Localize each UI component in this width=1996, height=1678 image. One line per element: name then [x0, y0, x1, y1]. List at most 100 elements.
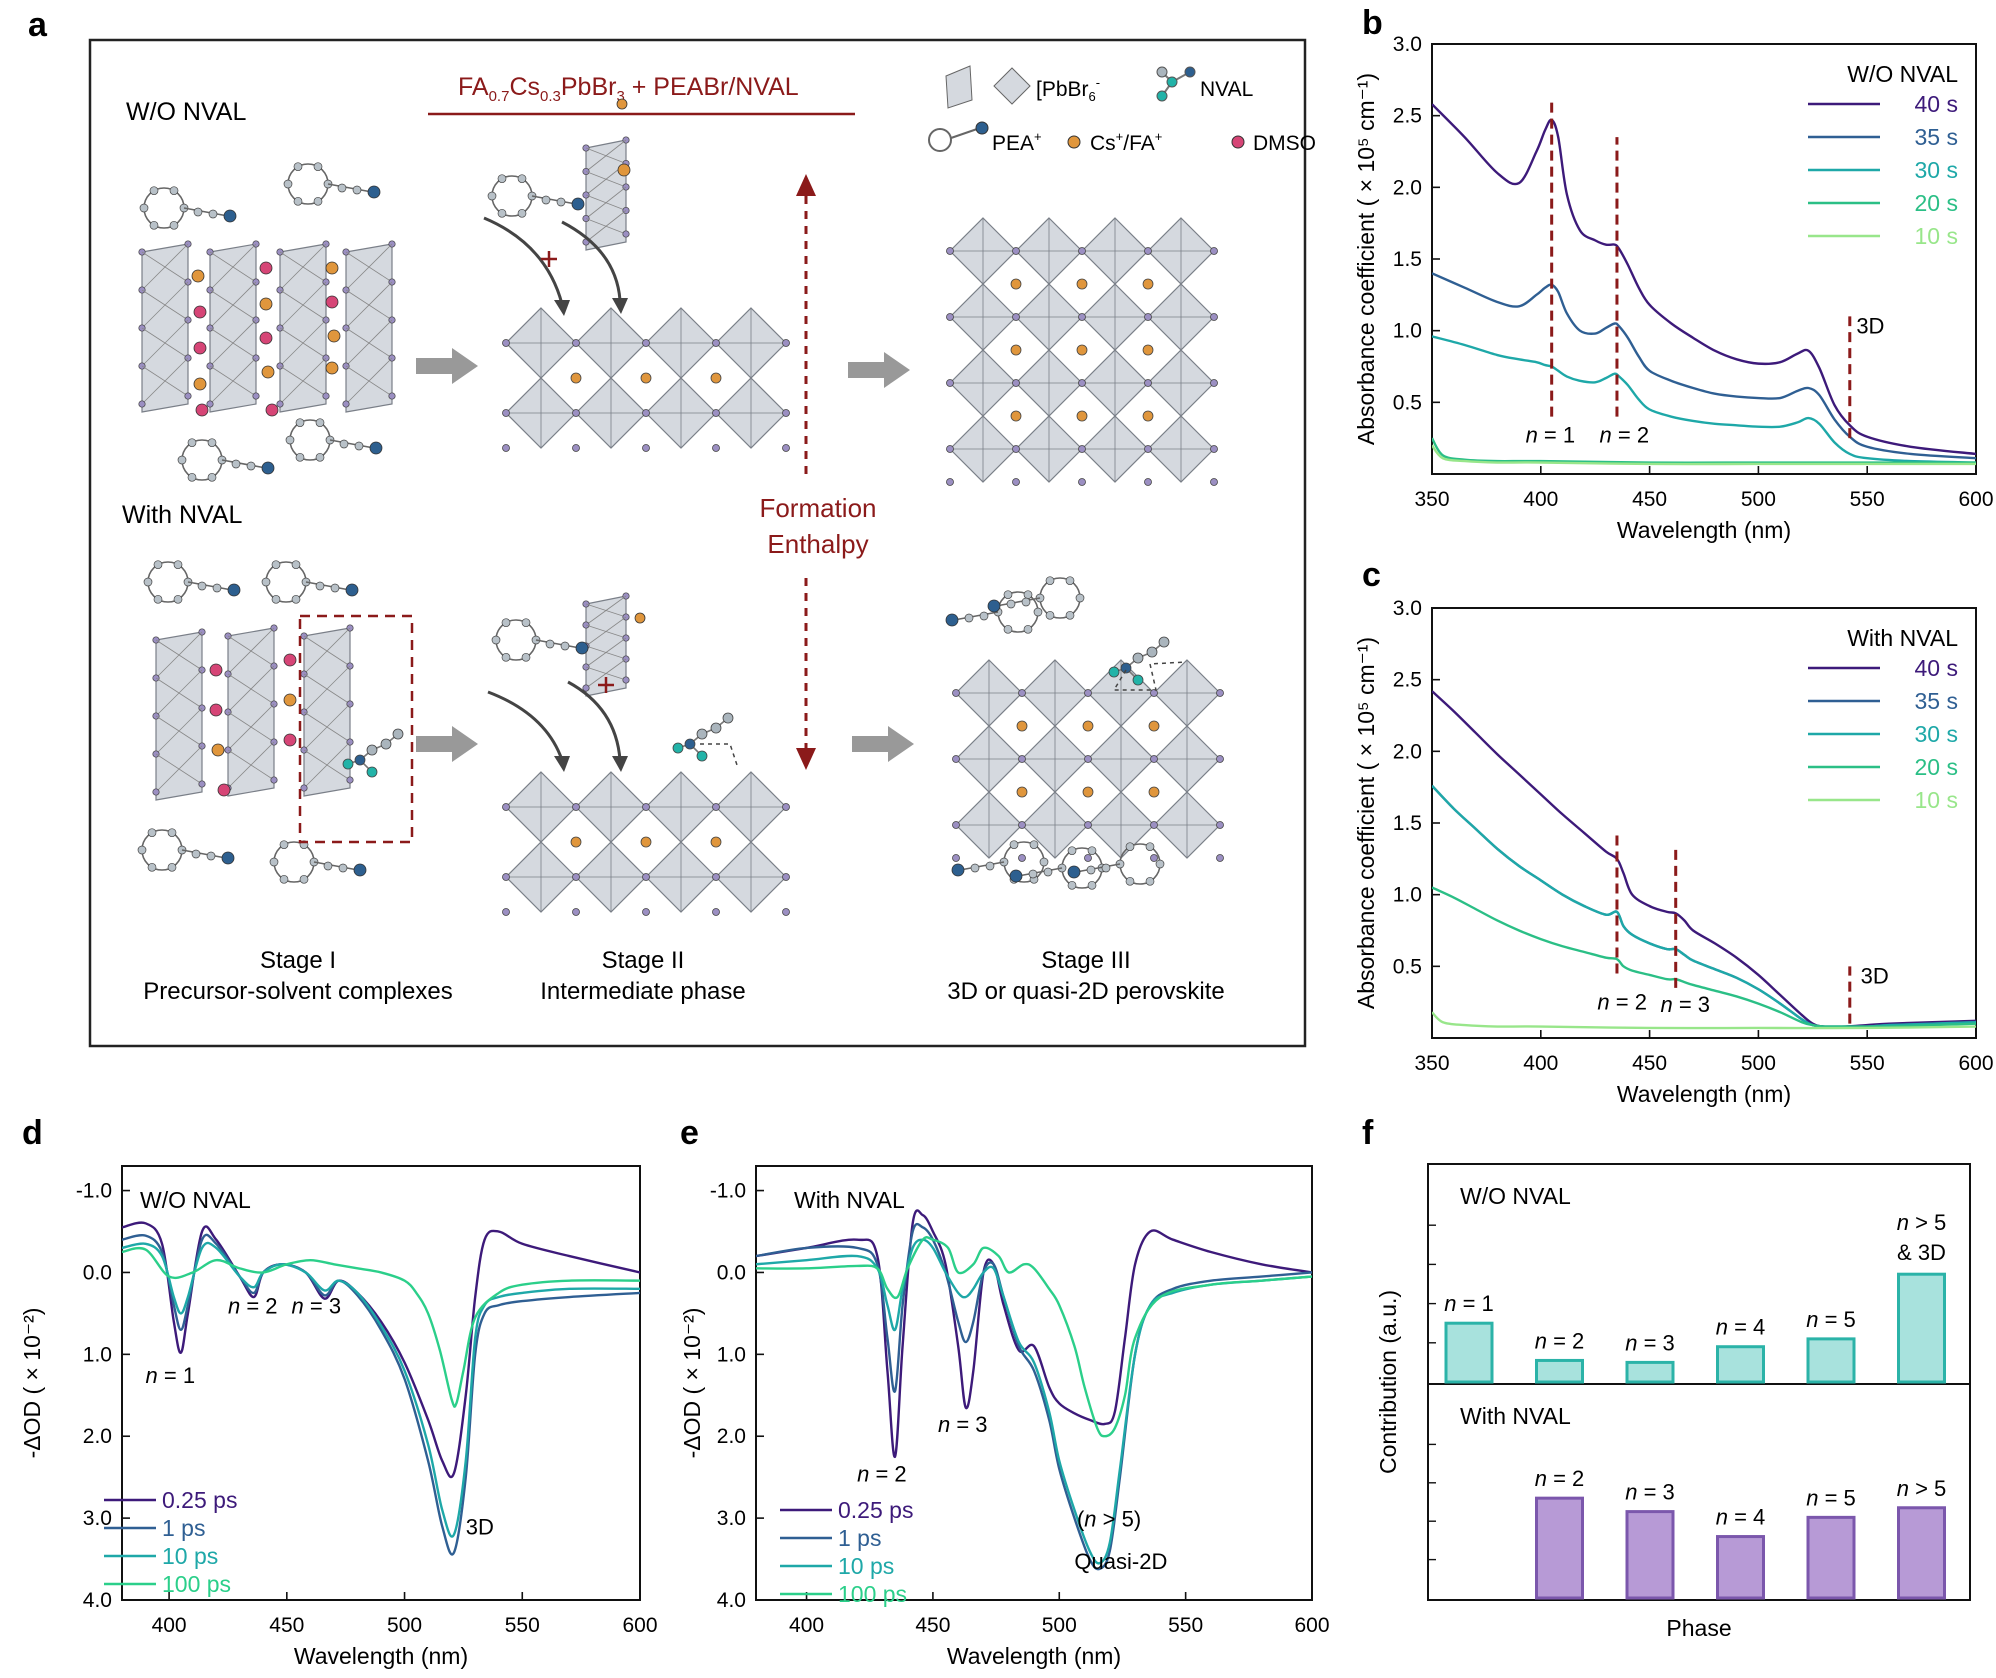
chart-title: With NVAL [794, 1187, 905, 1213]
br-atom [1012, 247, 1020, 255]
nval-highlight-box [298, 614, 414, 844]
br-atom [1216, 689, 1224, 697]
series-line-10ps [756, 1238, 1312, 1565]
with-nval-label: With NVAL [122, 501, 242, 529]
br-atom [1018, 821, 1026, 829]
br-atom [1078, 478, 1086, 486]
br-atom [952, 854, 960, 862]
br-atom [572, 409, 580, 417]
br-atom [782, 803, 790, 811]
legend-entry: 10 s [1915, 787, 1958, 813]
y-tick-label: 1.0 [1393, 884, 1422, 907]
br-atom [712, 803, 720, 811]
legend-entry: 30 s [1915, 721, 1958, 747]
br-atom [1216, 854, 1224, 862]
bar [1535, 1496, 1584, 1600]
x-axis-label: Wavelength (nm) [294, 1643, 468, 1669]
ion [191, 269, 205, 283]
hbond-dash [700, 743, 739, 769]
br-atom [1144, 478, 1152, 486]
bar-label: n > 5 [1897, 1210, 1947, 1235]
ion [193, 377, 207, 391]
br-atom [502, 908, 510, 916]
bar-label: n = 5 [1806, 1485, 1856, 1510]
stage-arrows [416, 348, 914, 762]
subpanel-title: W/O NVAL [1460, 1183, 1571, 1209]
series-line-40s [1432, 690, 1976, 1029]
series-line-100ps [122, 1246, 640, 1408]
x-tick-label: 550 [505, 1614, 540, 1637]
series-line-30s [1432, 335, 1976, 464]
ion [193, 341, 207, 355]
legend-pea: PEA+ [992, 129, 1042, 155]
br-atom [1144, 379, 1152, 387]
y-tick-label: 3.0 [1393, 597, 1422, 620]
cation [1148, 720, 1160, 732]
ion [259, 297, 273, 311]
blocked-markers [541, 251, 614, 693]
bar [1806, 1515, 1856, 1600]
y-tick-label: 3.0 [1393, 33, 1422, 56]
enthalpy-line2: Enthalpy [767, 529, 868, 559]
br-atom [642, 908, 650, 916]
pea-molecule [987, 576, 1085, 620]
legend-title: With NVAL [1847, 625, 1958, 651]
ion [193, 305, 207, 319]
series-line-35s [1432, 272, 1976, 460]
cation [640, 372, 652, 384]
br-atom [1012, 379, 1020, 387]
bar [1444, 1321, 1494, 1384]
schematic-panel: W/O NVAL With NVAL FA0.7Cs0.3PbBr3 + PEA… [88, 38, 1316, 1048]
legend-entry: 35 s [1915, 124, 1958, 150]
pea-molecule [143, 560, 241, 604]
enthalpy-arrowhead-down [796, 748, 816, 770]
ion [634, 612, 646, 624]
y-tick-label: 2.5 [1393, 105, 1422, 128]
br-atom [1150, 821, 1158, 829]
y-tick-label: 3.0 [717, 1507, 746, 1530]
ion [261, 365, 275, 379]
hbond-dash [1112, 661, 1187, 691]
legend-entry: 35 s [1915, 688, 1958, 714]
br-atom [642, 409, 650, 417]
formula: FA0.7Cs0.3PbBr3 + PEABr/NVAL [428, 73, 855, 116]
annotation: n = 3 [1660, 992, 1710, 1017]
ion [325, 261, 339, 275]
legend-nval: NVAL [1200, 78, 1253, 101]
annotation: n = 1 [146, 1363, 196, 1388]
cation [710, 372, 722, 384]
legend-entry: 1 ps [838, 1525, 881, 1551]
br-atom [1150, 854, 1158, 862]
y-tick-label: 0.5 [1393, 391, 1422, 414]
y-axis-label: Contribution (a.u.) [1375, 1290, 1401, 1474]
x-axis-label: Wavelength (nm) [1617, 517, 1791, 543]
pea-molecule [139, 186, 237, 230]
annotation: 3D [1861, 964, 1889, 989]
dmso-icon [1231, 135, 1245, 149]
series-line-10s [1432, 1011, 1976, 1030]
csfa-icon [1067, 135, 1081, 149]
series-group [1432, 690, 1976, 1030]
br-atom [502, 873, 510, 881]
bar-label: n > 5 [1897, 1476, 1947, 1501]
perovskite-lattice [502, 771, 790, 916]
pea-icon [928, 121, 989, 152]
cation [1076, 278, 1088, 290]
octahedron-icon-2 [993, 67, 1031, 105]
br-atom [572, 873, 580, 881]
series-line-0.25ps [122, 1221, 640, 1479]
cation [1076, 344, 1088, 356]
legend-csfa: Cs+/FA+ [1090, 129, 1162, 155]
x-tick-label: 450 [915, 1614, 950, 1637]
legend-entry: 40 s [1915, 655, 1958, 681]
legend-entry: 1 ps [162, 1515, 205, 1541]
pbbr6-slab [138, 240, 192, 413]
br-atom [1084, 755, 1092, 763]
legend-title: W/O NVAL [1847, 61, 1958, 87]
bar [1897, 1506, 1946, 1600]
y-tick-label: 1.0 [717, 1343, 746, 1366]
stage1-desc: Precursor-solvent complexes [143, 978, 452, 1005]
br-atom [1078, 379, 1086, 387]
br-atom [712, 908, 720, 916]
bar [1716, 1535, 1765, 1600]
